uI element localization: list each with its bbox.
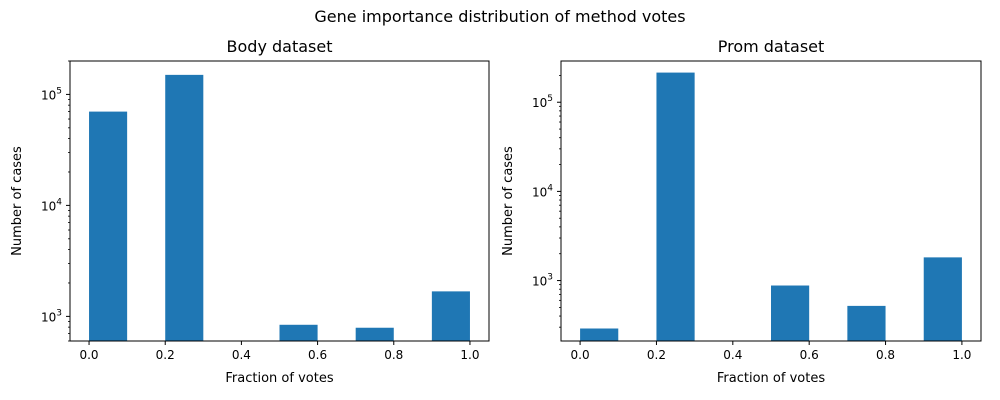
body-dataset-subplot: 0.0 0.2 0.4 0.6 0.8 1.0 103 104 105 Body dataset F…: [10, 37, 490, 386]
y-tick-label: 104: [532, 183, 553, 199]
y-tick-label: 105: [41, 86, 62, 102]
bar: [580, 328, 619, 341]
axes-frame: [560, 60, 982, 342]
x-axis-label: Fraction of votes: [225, 371, 333, 386]
x-tick-label: 0.0: [79, 348, 98, 362]
bar: [771, 285, 810, 341]
axes-frame: [69, 60, 490, 342]
subplot-title: Prom dataset: [718, 37, 825, 56]
y-axis-label: Number of cases: [10, 146, 25, 256]
bar: [656, 72, 695, 342]
x-tick-label: 0.4: [723, 348, 742, 362]
x-tick-label: 1.0: [460, 348, 479, 362]
subplot-title: Body dataset: [227, 37, 333, 56]
y-tick-label: 103: [532, 273, 553, 289]
y-tick-label: 105: [532, 94, 553, 110]
x-tick-label: 0.4: [232, 348, 251, 362]
y-tick-label: 103: [41, 308, 62, 324]
bar: [923, 257, 962, 341]
figure-title: Gene importance distribution of method v…: [314, 7, 685, 26]
y-tick-label: 104: [41, 197, 62, 213]
x-tick-label: 1.0: [952, 348, 971, 362]
x-tick-label: 0.0: [571, 348, 590, 362]
x-tick-label: 0.2: [156, 348, 175, 362]
y-axis-label: Number of cases: [501, 146, 516, 256]
x-tick-label: 0.2: [647, 348, 666, 362]
x-tick-label: 0.6: [308, 348, 327, 362]
x-tick-label: 0.8: [384, 348, 403, 362]
bar: [847, 305, 886, 341]
x-tick-label: 0.6: [800, 348, 819, 362]
x-tick-label: 0.8: [876, 348, 895, 362]
bar: [431, 291, 470, 341]
bar: [89, 111, 128, 341]
bar: [279, 324, 318, 341]
bar: [355, 327, 394, 341]
bar: [165, 74, 204, 341]
x-axis-label: Fraction of votes: [717, 371, 825, 386]
prom-dataset-subplot: 0.0 0.2 0.4 0.6 0.8 1.0 103 104 105 Prom dataset F…: [501, 37, 982, 386]
